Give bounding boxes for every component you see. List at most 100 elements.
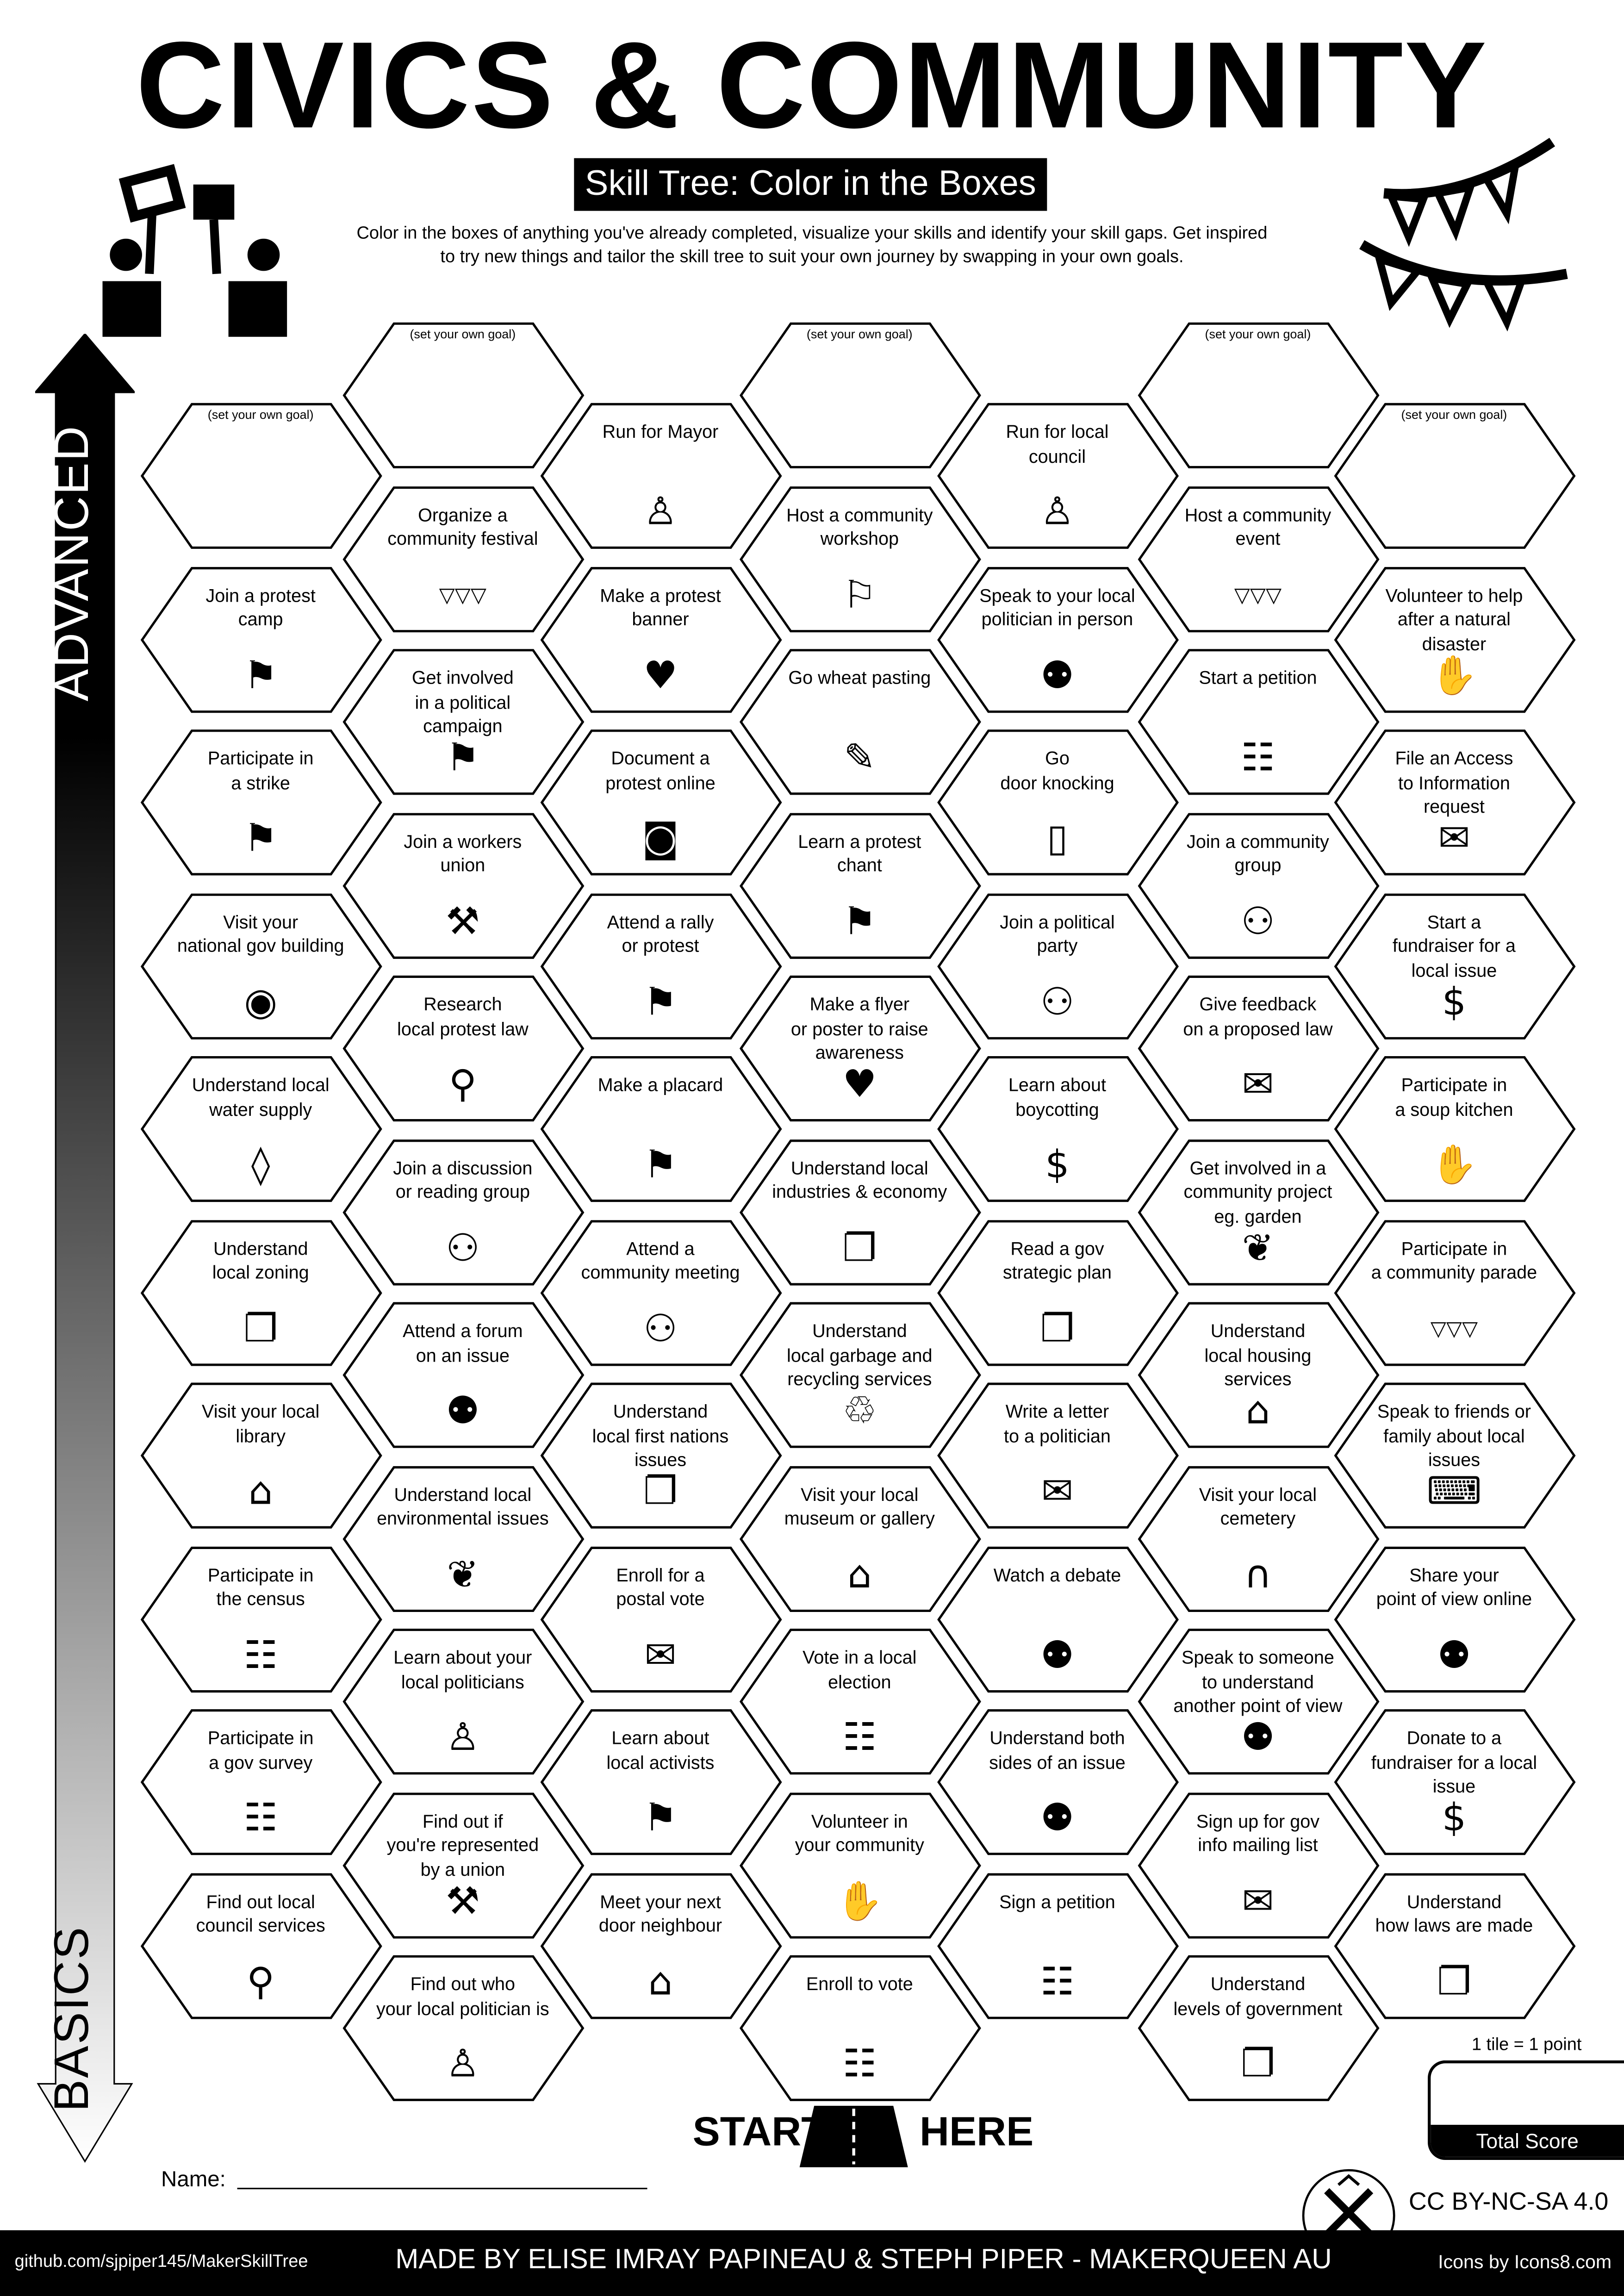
skill-tile[interactable]: Start a petition ☷ <box>1137 649 1379 795</box>
banner-icon: ♥ <box>842 1063 877 1108</box>
skill-tile[interactable]: Learn about your local politicians ♙ <box>342 1628 584 1775</box>
skill-tile[interactable]: Participate in a soup kitchen ✋ <box>1333 1056 1575 1202</box>
skill-tile[interactable]: Understand both sides of an issue ⚉ <box>936 1709 1178 1855</box>
tile-label: Join a discussion or reading group <box>393 1157 533 1202</box>
skill-tile[interactable]: Sign up for gov info mailing list ✉ <box>1137 1792 1379 1938</box>
here-label: HERE <box>920 2109 1034 2154</box>
skill-tile[interactable]: Speak to your local politician in person… <box>936 566 1178 712</box>
skill-tile[interactable]: Join a protest camp ⚑ <box>140 566 382 712</box>
skill-tile[interactable]: Enroll for a postal vote ✉ <box>540 1546 781 1692</box>
skill-tile[interactable]: Volunteer to help after a natural disast… <box>1333 566 1575 712</box>
skill-tile[interactable]: Learn about local activists ⚑ <box>540 1709 781 1855</box>
skill-tile[interactable]: Participate in the census ☷ <box>140 1546 382 1692</box>
skill-tile[interactable]: Donate to a fundraiser for a local issue… <box>1333 1709 1575 1855</box>
skill-tile[interactable]: Host a community event ▽▽▽ <box>1137 485 1379 632</box>
skill-tile[interactable]: Meet your next door neighbour ⌂ <box>540 1872 781 2019</box>
total-score-label: Total Score <box>1431 2125 1624 2157</box>
skill-tile[interactable]: Get involved in a political campaign ⚑ <box>342 649 584 795</box>
skill-tile[interactable]: Speak to someone to understand another p… <box>1137 1628 1379 1775</box>
skill-tile[interactable]: Host a community workshop ⚐ <box>739 485 981 632</box>
tile-label: Visit your local museum or gallery <box>784 1484 935 1529</box>
skill-tile[interactable]: Document a protest online ◙ <box>540 729 781 876</box>
skill-tile[interactable]: Run for Mayor ♙ <box>540 403 781 549</box>
skill-tile[interactable]: Visit your national gov building ◉ <box>140 893 382 1039</box>
skill-tile[interactable]: Understand local water supply ◊ <box>140 1056 382 1202</box>
hexagon-outline <box>140 403 382 549</box>
skill-tile[interactable]: Go door knocking ▯ <box>936 729 1178 876</box>
skill-tile[interactable]: Join a community group ⚇ <box>1137 812 1379 958</box>
public-building-icon: ⌂ <box>249 1470 273 1514</box>
advanced-label: ADVANCED <box>44 424 98 702</box>
skill-tile[interactable]: Visit your local cemetery ∩ <box>1137 1465 1379 1612</box>
skill-tile[interactable]: Give feedback on a proposed law ✉ <box>1137 975 1379 1122</box>
skill-tile[interactable]: Get involved in a community project eg. … <box>1137 1139 1379 1285</box>
skill-tile[interactable]: Understand local first nations issues ❐ <box>540 1382 781 1529</box>
skill-tile[interactable]: Write a letter to a politician ✉ <box>936 1382 1178 1529</box>
skill-tile[interactable]: Read a gov strategic plan ❐ <box>936 1219 1178 1365</box>
hexagon-outline <box>540 1382 781 1529</box>
skill-tile[interactable]: Organize a community festival ▽▽▽ <box>342 485 584 632</box>
protest-signs-icon: ⚑ <box>643 1797 678 1841</box>
skill-tile[interactable]: Make a flyer or poster to raise awarenes… <box>739 975 981 1122</box>
skill-tile[interactable]: Understand local housing services ⌂ <box>1137 1302 1379 1448</box>
book-hand-icon: ❐ <box>1040 1307 1075 1351</box>
skill-tile[interactable]: Participate in a community parade ▽▽▽ <box>1333 1219 1575 1365</box>
road-icon <box>799 2105 908 2167</box>
name-input-line[interactable] <box>237 2188 647 2190</box>
hexagon-outline <box>1137 1465 1379 1612</box>
custom-goal-tile[interactable]: (set your own goal) <box>342 322 584 468</box>
skill-tile[interactable]: Find out if you're represented by a unio… <box>342 1792 584 1938</box>
license-label: CC BY-NC-SA 4.0 <box>1408 2188 1609 2216</box>
skill-tile[interactable]: Run for local council ♙ <box>936 403 1178 549</box>
clipboard-icon: ☷ <box>1040 1960 1075 2004</box>
hexagon-outline <box>739 322 981 468</box>
skill-tile[interactable]: Understand local industries & economy ❐ <box>739 1139 981 1285</box>
skill-tile[interactable]: Understand how laws are made ❐ <box>1333 1872 1575 2019</box>
skill-tile[interactable]: Enroll to vote ☷ <box>739 1955 981 2101</box>
skill-tile[interactable]: Speak to friends or family about local i… <box>1333 1382 1575 1529</box>
skill-tile[interactable]: Attend a forum on an issue ⚉ <box>342 1302 584 1448</box>
custom-goal-tile[interactable]: (set your own goal) <box>1333 403 1575 549</box>
skill-tile[interactable]: Understand levels of government ❐ <box>1137 1955 1379 2101</box>
skill-tile[interactable]: Watch a debate ⚉ <box>936 1546 1178 1692</box>
custom-goal-tile[interactable]: (set your own goal) <box>140 403 382 549</box>
custom-goal-tile[interactable]: (set your own goal) <box>739 322 981 468</box>
skill-tile[interactable]: Research local protest law ⚲ <box>342 975 584 1122</box>
skill-tile[interactable]: Find out local council services ⚲ <box>140 1872 382 2019</box>
skill-tile[interactable]: Visit your local library ⌂ <box>140 1382 382 1529</box>
basics-label: BASICS <box>44 1925 98 2112</box>
skill-tile[interactable]: Join a workers union ⚒ <box>342 812 584 958</box>
skill-tile[interactable]: Share your point of view online ⚉ <box>1333 1546 1575 1692</box>
skill-tile[interactable]: Understand local zoning ❐ <box>140 1219 382 1365</box>
tile-label: Participate in a community parade <box>1371 1238 1537 1283</box>
hexagon-outline <box>540 1219 781 1365</box>
skill-tile[interactable]: Participate in a gov survey ☷ <box>140 1709 382 1855</box>
skill-tile[interactable]: Go wheat pasting ✎ <box>739 649 981 795</box>
skill-tile[interactable]: Make a protest banner ♥ <box>540 566 781 712</box>
skill-tile[interactable]: Sign a petition ☷ <box>936 1872 1178 2019</box>
skill-tile[interactable]: Visit your local museum or gallery ⌂ <box>739 1465 981 1612</box>
skill-tile[interactable]: Find out who your local politician is ♙ <box>342 1955 584 2101</box>
tile-label: Understand both sides of an issue <box>989 1728 1126 1773</box>
skill-tile[interactable]: Join a discussion or reading group ⚇ <box>342 1139 584 1285</box>
tile-label: Visit your local cemetery <box>1199 1484 1317 1529</box>
repo-link[interactable]: github.com/sjpiper145/MakerSkillTree <box>14 2251 308 2271</box>
total-score-box[interactable]: Total Score <box>1427 2060 1624 2160</box>
skill-tile[interactable]: Vote in a local election ☷ <box>739 1628 981 1775</box>
skill-tile[interactable]: Participate in a strike ⚑ <box>140 729 382 876</box>
skill-tile[interactable]: Make a placard ⚑ <box>540 1056 781 1202</box>
hexagon-outline <box>342 322 584 468</box>
skill-tile[interactable]: Start a fundraiser for a local issue $ <box>1333 893 1575 1039</box>
skill-tile[interactable]: File an Access to Information request ✉ <box>1333 729 1575 876</box>
chat-people-icon: ⚉ <box>445 1389 480 1434</box>
tile-label: Give feedback on a proposed law <box>1183 994 1333 1039</box>
skill-tile[interactable]: Attend a rally or protest ⚑ <box>540 893 781 1039</box>
custom-goal-tile[interactable]: (set your own goal) <box>1137 322 1379 468</box>
skill-tile[interactable]: Learn about boycotting $ <box>936 1056 1178 1202</box>
skill-tile[interactable]: Volunteer in your community ✋ <box>739 1792 981 1938</box>
skill-tile[interactable]: Understand local environmental issues ❦ <box>342 1465 584 1612</box>
skill-tile[interactable]: Join a political party ⚇ <box>936 893 1178 1039</box>
skill-tile[interactable]: Learn a protest chant ⚑ <box>739 812 981 958</box>
skill-tile[interactable]: Understand local garbage and recycling s… <box>739 1302 981 1448</box>
skill-tile[interactable]: Attend a community meeting ⚇ <box>540 1219 781 1365</box>
